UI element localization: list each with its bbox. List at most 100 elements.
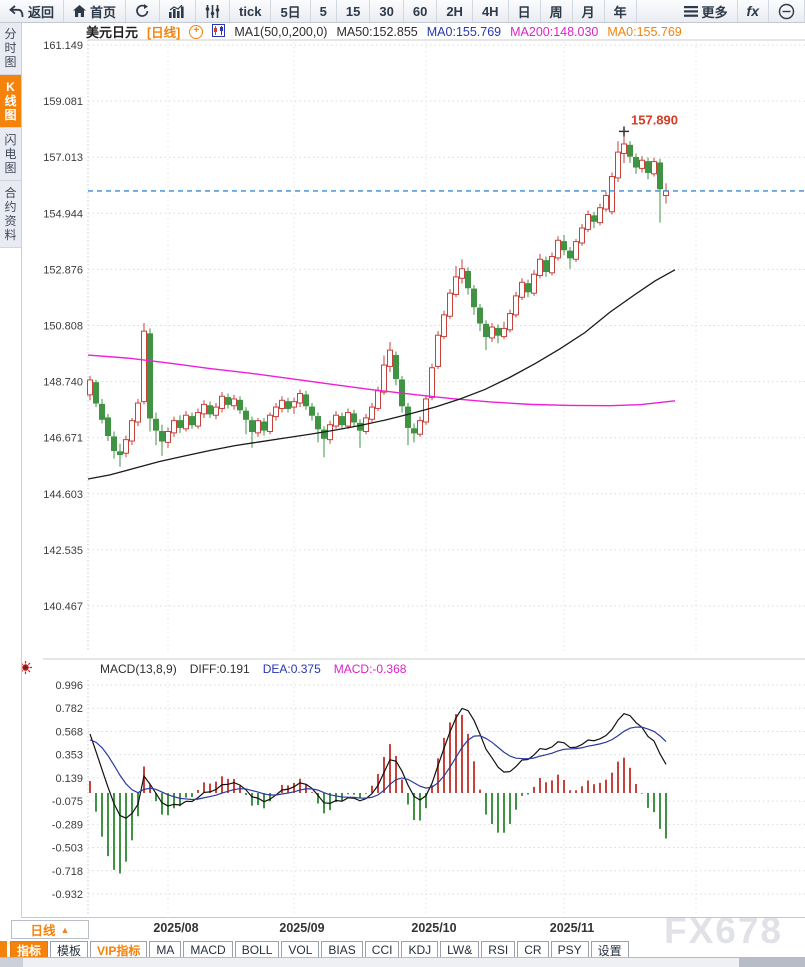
period-30m-button-label: 30 [379,3,394,19]
period-2h-button-label: 2H [446,3,463,19]
chart-type-button[interactable] [160,0,197,22]
macd-axis-label: -0.718 [52,866,83,878]
indicator-tab-BIAS[interactable]: BIAS [321,941,363,957]
sidebar-tab-合约资料[interactable]: 合约资料 [0,181,21,248]
indicator-tab-KDJ[interactable]: KDJ [401,941,439,957]
price-axis-label: 159.081 [43,96,83,108]
indicator-tab-模板[interactable]: 模板 [50,941,89,958]
home-button[interactable]: 首页 [64,0,127,22]
period-year-button-label: 年 [613,4,627,20]
date-axis-label: 2025/11 [549,921,595,935]
indicator-tab-BOLL[interactable]: BOLL [234,941,280,957]
more-button[interactable]: 更多 [675,0,738,22]
macd-axis-label: -0.503 [52,843,83,855]
scroll-thumb[interactable] [739,958,805,967]
up-triangle-icon: ▲ [60,924,70,935]
period-week-button[interactable]: 周 [541,0,573,22]
candle-body [543,260,549,272]
macd-axis-label: 0.568 [55,726,83,738]
formula-button[interactable]: fx [738,0,769,22]
candle-body [195,412,201,427]
candle-body [309,406,315,416]
indicator-tab-LW&[interactable]: LW& [440,941,480,957]
date-axis-label: 2025/10 [411,921,457,935]
back-icon [9,4,24,18]
candle-body [417,420,423,435]
indicator-tab-MA[interactable]: MA [149,941,182,957]
candle-body [117,451,123,456]
period-tag: [日线] [147,26,181,40]
ma-settings: MA1(50,0,200,0) [234,24,328,39]
period-2h-button[interactable]: 2H [437,0,473,22]
candle-body [435,334,441,367]
indicator-tab-CR[interactable]: CR [517,941,549,957]
candle-body [657,162,663,190]
candle-body [357,422,363,431]
candle-body [489,326,495,339]
ma50-line [87,269,676,480]
menu-icon [683,5,698,17]
period-5m-button[interactable]: 5 [311,0,337,22]
candle-body [555,239,561,259]
candle-body [243,410,249,420]
period-month-button-label: 月 [581,4,595,20]
ma200-value: MA200:148.030 [510,24,599,39]
indicator-tab-PSY[interactable]: PSY [550,941,589,957]
candle-body [141,330,147,403]
indicator-tab-设置[interactable]: 设置 [590,941,629,958]
candlestick-icon[interactable] [212,23,226,40]
sidebar-tab-分时图[interactable]: 分时图 [0,22,21,75]
candle-body [381,364,387,393]
back-button-label: 返回 [28,4,55,20]
candle-body [105,417,111,437]
refresh-button[interactable] [126,0,161,22]
candle-body [111,436,117,451]
candle-body [315,416,321,430]
price-axis-label: 144.603 [43,489,83,501]
period-year-button[interactable]: 年 [605,0,637,22]
indicator-settings-button[interactable] [196,0,231,22]
sidebar-tab-闪电图[interactable]: 闪电图 [0,128,21,181]
candle-body [237,399,243,411]
period-selector[interactable]: 日线 ▲ [11,920,89,939]
candle-body [405,406,411,428]
indicator-tab-指标[interactable]: 指标 [10,941,49,958]
plus-circle-icon[interactable]: + [189,24,204,39]
macd-axis-label: -0.932 [52,889,83,901]
indicator-tab-VIP指标[interactable]: VIP指标 [90,941,148,958]
period-tick-button[interactable]: tick [230,0,272,22]
back-button[interactable]: 返回 [0,0,65,22]
candle-body [387,349,393,367]
bottom-toolbar: 指标 模板 VIP指标 MA MACD BOLL VOL BIAS CCI KDJ LW& RSI CR… [0,938,805,958]
indicator-tab-MACD[interactable]: MACD [183,941,233,957]
period-5d-button[interactable]: 5日 [271,0,311,22]
candle-body [603,195,609,210]
indicator-tab-RSI[interactable]: RSI [481,941,516,957]
candle-body [645,161,651,173]
zoom-out-button[interactable] [769,0,805,22]
toolbar-edge-strip [0,941,7,957]
candle-body [651,161,657,175]
x-axis-row: 日线 ▲ 2025/08 2025/09 2025/10 2025/11 [0,917,805,939]
indicator-tab-VOL[interactable]: VOL [281,941,320,957]
candle-body [351,413,357,423]
period-60m-button[interactable]: 60 [404,0,438,22]
candle-body [99,403,105,420]
chart-header: 美元日元 [日线] + MA1(50,0,200,0) MA50:152.855… [86,23,682,40]
macd-axis-label: 0.782 [55,703,83,715]
period-month-button[interactable]: 月 [573,0,605,22]
candle-body [513,295,519,316]
scroll-left-block[interactable] [0,958,23,967]
zoom-out-icon [778,3,795,20]
period-day-button[interactable]: 日 [509,0,541,22]
ma50-value: MA50:152.855 [336,24,418,39]
indicator-tab-CCI[interactable]: CCI [364,941,400,957]
candle-body [441,314,447,338]
more-button-label: 更多 [701,4,728,20]
candle-body [201,403,207,415]
period-4h-button[interactable]: 4H [473,0,509,22]
period-30m-button[interactable]: 30 [370,0,404,22]
period-15m-button[interactable]: 15 [337,0,371,22]
